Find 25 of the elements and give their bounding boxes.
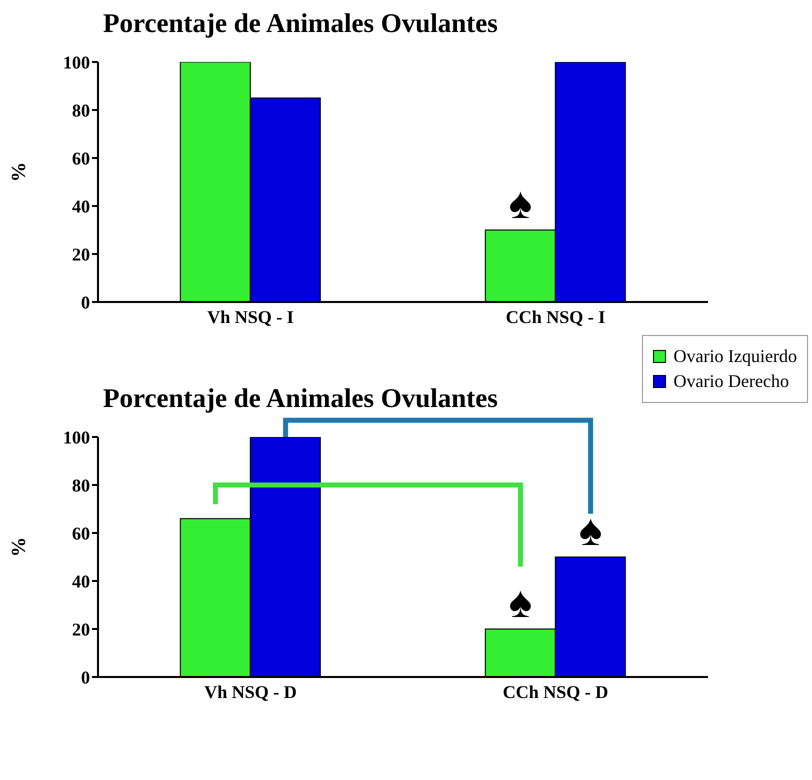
y-tick-label: 0 xyxy=(81,292,90,312)
y-tick-label: 100 xyxy=(63,427,90,448)
legend-label: Ovario Izquierdo xyxy=(674,346,797,367)
chart-title: Porcentaje de Animales Ovulantes xyxy=(103,383,498,413)
y-tick-label: 60 xyxy=(72,148,90,168)
x-tick-label: Vh NSQ - I xyxy=(207,306,294,327)
y-tick-label: 20 xyxy=(72,244,90,264)
y-tick-label: 40 xyxy=(72,571,90,592)
y-tick-label: 40 xyxy=(72,196,90,216)
x-tick-label: Vh NSQ - D xyxy=(204,682,297,702)
legend-label: Ovario Derecho xyxy=(674,371,789,392)
chart-title: Porcentaje de Animales Ovulantes xyxy=(102,8,499,40)
y-tick-label: 20 xyxy=(72,619,90,640)
x-tick-label: CCh NSQ - I xyxy=(506,306,606,327)
y-axis-title: % xyxy=(8,537,30,557)
x-tick-label: CCh NSQ - D xyxy=(502,682,608,702)
y-tick-label: 80 xyxy=(72,475,90,496)
y-axis-title: % xyxy=(8,162,30,182)
y-tick-label: 80 xyxy=(72,100,90,120)
y-tick-label: 60 xyxy=(72,523,90,544)
annotation: ♠ xyxy=(508,179,532,228)
annotation: ♠ xyxy=(508,578,532,627)
y-tick-label: 0 xyxy=(81,667,90,688)
annotation: ♠ xyxy=(578,506,602,555)
y-tick-label: 100 xyxy=(63,52,90,72)
